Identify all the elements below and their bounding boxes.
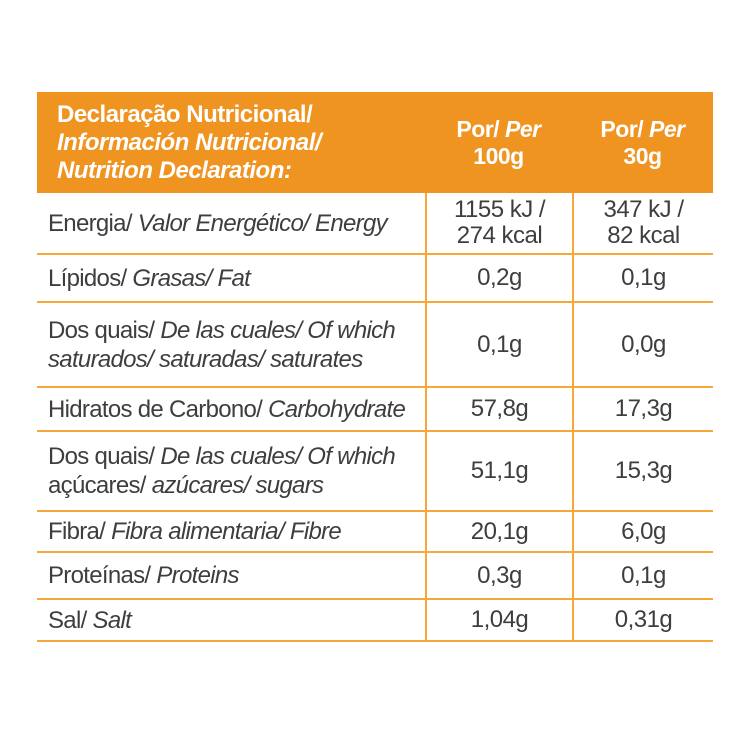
nutrient-label: Hidratos de Carbono/ Carbohydrate — [37, 388, 425, 430]
column-header-per-30g: Por/ Per 30g — [572, 92, 713, 193]
label-regular: Lípidos/ — [48, 264, 127, 292]
value-line: 347 kJ / — [603, 196, 684, 223]
value-per-100g: 1155 kJ / 274 kcal — [425, 193, 572, 253]
value-line: 82 kcal — [607, 222, 680, 249]
nutrient-label: Dos quais/ De las cuales/ Of which satur… — [37, 303, 425, 386]
value-line: 0,2g — [477, 264, 522, 291]
label-line: Proteínas/ Proteins — [48, 561, 425, 590]
label-italic: Grasas/ Fat — [126, 264, 251, 292]
value-line: 57,8g — [470, 395, 529, 422]
nutrient-label: Sal/ Salt — [37, 600, 425, 640]
per-100g-line1: Por/ Per — [456, 115, 541, 143]
nutrient-row-fat: Lípidos/ Grasas/ Fat 0,2g 0,1g — [37, 255, 713, 303]
label-line: Hidratos de Carbono/ Carbohydrate — [48, 395, 425, 424]
value-per-100g: 0,2g — [425, 255, 572, 301]
title-line-pt: Declaração Nutricional/ — [57, 100, 313, 128]
label-italic: Valor Energético/ Energy — [131, 209, 388, 237]
label-regular: Proteínas/ — [48, 562, 151, 589]
value-line: 0,1g — [477, 330, 522, 358]
value-per-30g: 6,0g — [572, 512, 713, 551]
nutrient-label: Proteínas/ Proteins — [37, 553, 425, 598]
value-per-100g: 51,1g — [425, 432, 572, 510]
label-line: Dos quais/ De las cuales/ Of which — [48, 442, 425, 471]
value-per-30g: 17,3g — [572, 388, 713, 430]
label-line: Fibra/ Fibra alimentaria/ Fibre — [48, 517, 425, 546]
value-per-30g: 0,1g — [572, 255, 713, 301]
value-line: 1155 kJ / — [453, 196, 546, 223]
value-per-100g: 0,3g — [425, 553, 572, 598]
nutrient-row-sugars: Dos quais/ De las cuales/ Of which açúca… — [37, 432, 713, 512]
value-line: 1,04g — [470, 606, 529, 633]
value-per-30g: 347 kJ / 82 kcal — [572, 193, 713, 253]
per-label-italic: Per — [499, 115, 541, 142]
label-regular: açúcares/ — [48, 472, 146, 499]
nutrient-row-energy: Energia/ Valor Energético/ Energy 1155 k… — [37, 193, 713, 255]
title-line-en: Nutrition Declaration: — [57, 156, 292, 184]
value-per-30g: 0,0g — [572, 303, 713, 386]
value-per-100g: 20,1g — [425, 512, 572, 551]
label-line: Dos quais/ De las cuales/ Of which — [48, 316, 425, 345]
value-per-30g: 0,31g — [572, 600, 713, 640]
label-italic: De las cuales/ Of which — [154, 316, 396, 344]
value-per-30g: 0,1g — [572, 553, 713, 598]
value-per-30g: 15,3g — [572, 432, 713, 510]
nutrient-label: Dos quais/ De las cuales/ Of which açúca… — [37, 432, 425, 510]
per-label: Por/ — [456, 115, 500, 142]
value-line: 17,3g — [614, 395, 673, 422]
value-per-100g: 57,8g — [425, 388, 572, 430]
label-regular: Sal/ — [48, 606, 87, 634]
per-100g-line2: 100g — [473, 142, 524, 169]
per-label: Por/ — [600, 115, 644, 142]
label-italic: Fibra alimentaria/ Fibre — [105, 518, 342, 545]
label-line: Energia/ Valor Energético/ Energy — [48, 209, 425, 238]
value-line: 51,1g — [470, 457, 529, 484]
value-per-100g: 0,1g — [425, 303, 572, 386]
value-line: 15,3g — [614, 457, 673, 484]
table-title: Declaração Nutricional/ Información Nutr… — [37, 92, 425, 193]
nutrient-label: Energia/ Valor Energético/ Energy — [37, 193, 425, 253]
label-italic: saturados/ saturadas/ saturates — [48, 345, 363, 373]
label-line: Lípidos/ Grasas/ Fat — [48, 264, 425, 293]
label-italic: Carbohydrate — [262, 395, 406, 423]
label-line: saturados/ saturadas/ saturates — [48, 345, 425, 374]
value-line: 0,3g — [477, 561, 522, 589]
per-label-italic: Per — [643, 115, 685, 142]
nutrient-row-salt: Sal/ Salt 1,04g 0,31g — [37, 600, 713, 642]
title-line-es: Información Nutricional/ — [57, 128, 322, 156]
nutrient-row-carbohydrate: Hidratos de Carbono/ Carbohydrate 57,8g … — [37, 388, 713, 432]
value-line: 0,0g — [621, 330, 666, 358]
label-line: açúcares/ azúcares/ sugars — [48, 471, 425, 500]
value-line: 0,1g — [621, 561, 666, 589]
value-line: 6,0g — [621, 517, 666, 545]
value-per-100g: 1,04g — [425, 600, 572, 640]
nutrient-label: Fibra/ Fibra alimentaria/ Fibre — [37, 512, 425, 551]
nutrition-table: Declaração Nutricional/ Información Nutr… — [37, 92, 713, 642]
table-header: Declaração Nutricional/ Información Nutr… — [37, 92, 713, 193]
value-line: 0,1g — [621, 264, 666, 291]
nutrient-row-proteins: Proteínas/ Proteins 0,3g 0,1g — [37, 553, 713, 600]
nutrient-label: Lípidos/ Grasas/ Fat — [37, 255, 425, 301]
label-regular: Dos quais/ — [48, 443, 155, 470]
label-italic: azúcares/ sugars — [145, 472, 324, 499]
label-line: Sal/ Salt — [48, 606, 425, 635]
value-line: 20,1g — [470, 517, 529, 545]
label-italic: Proteins — [150, 562, 239, 589]
per-30g-line1: Por/ Per — [600, 115, 685, 143]
label-regular: Energia/ — [48, 209, 132, 237]
nutrient-row-saturates: Dos quais/ De las cuales/ Of which satur… — [37, 303, 713, 388]
per-30g-line2: 30g — [623, 142, 662, 169]
label-italic: De las cuales/ Of which — [154, 443, 396, 470]
label-regular: Dos quais/ — [48, 316, 155, 344]
value-line: 0,31g — [614, 606, 673, 633]
label-regular: Fibra/ — [48, 518, 106, 545]
column-header-per-100g: Por/ Per 100g — [425, 92, 572, 193]
label-regular: Hidratos de Carbono/ — [48, 395, 263, 423]
value-line: 274 kcal — [456, 222, 543, 249]
nutrient-row-fibre: Fibra/ Fibra alimentaria/ Fibre 20,1g 6,… — [37, 512, 713, 553]
label-italic: Salt — [86, 606, 132, 634]
